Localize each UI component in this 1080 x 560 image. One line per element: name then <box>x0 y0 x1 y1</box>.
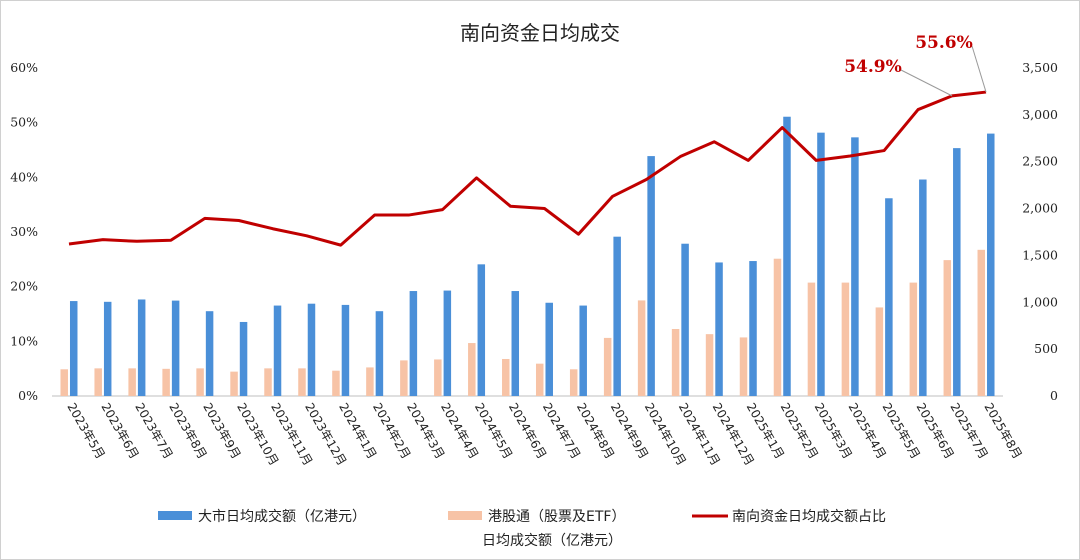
bar-market <box>817 132 825 397</box>
bar-southbound <box>977 249 986 396</box>
bar-southbound <box>875 307 884 396</box>
bar-market <box>137 299 146 396</box>
bar-southbound <box>332 370 340 396</box>
right-tick-label: 1,500 <box>1022 247 1058 262</box>
bar-southbound <box>637 300 646 396</box>
bar-market <box>647 156 655 396</box>
bar-market <box>341 304 350 396</box>
annotation-label: 54.9% <box>844 57 902 77</box>
bar-southbound <box>400 360 408 396</box>
bar-southbound <box>434 359 442 396</box>
legend-label: 港股通（股票及ETF） <box>488 509 625 525</box>
left-tick-label: 40% <box>10 169 38 184</box>
bar-market <box>953 148 961 396</box>
bar-southbound <box>128 368 136 396</box>
bar-market <box>511 291 520 396</box>
bar-southbound <box>298 368 306 396</box>
bar-southbound <box>943 260 952 396</box>
bar-market <box>307 303 316 396</box>
bar-southbound <box>264 368 272 396</box>
bar-market <box>103 301 112 396</box>
annotation-leader <box>900 69 953 97</box>
left-axis: 0% 10% 20% 30% 40% 50% 60% <box>10 60 38 403</box>
bar-market <box>681 243 689 396</box>
annotation-leader <box>971 45 987 93</box>
annotation-label: 55.6% <box>915 33 973 53</box>
bar-southbound <box>94 368 102 396</box>
series-share-line-group <box>68 90 987 247</box>
left-tick-label: 0% <box>18 388 38 403</box>
bar-market <box>205 311 214 396</box>
bar-market <box>171 300 180 396</box>
bar-market <box>987 133 995 396</box>
bar-southbound <box>196 368 204 396</box>
bar-southbound <box>502 358 510 396</box>
bar-southbound <box>162 368 170 396</box>
bar-southbound <box>569 369 578 396</box>
series-southbound-bars <box>60 249 986 396</box>
bar-southbound <box>841 282 850 396</box>
bar-market <box>375 311 384 396</box>
right-tick-label: 500 <box>1034 341 1058 356</box>
left-tick-label: 20% <box>10 279 38 294</box>
bar-market <box>69 301 78 396</box>
bar-southbound <box>60 369 68 396</box>
bar-market <box>715 262 723 396</box>
bar-market <box>579 305 587 396</box>
bar-market <box>919 179 927 396</box>
bar-market <box>409 291 418 396</box>
legend-swatch <box>448 511 482 520</box>
bar-southbound <box>773 258 782 396</box>
bar-southbound <box>671 328 680 396</box>
bar-market <box>783 116 791 396</box>
bar-southbound <box>705 334 714 396</box>
series-share-line <box>68 90 987 247</box>
right-tick-label: 2,000 <box>1022 201 1058 216</box>
bar-southbound <box>807 282 816 396</box>
legend-label: 南向资金日均成交额占比 <box>732 508 886 525</box>
annotations: 54.9% 55.6% <box>844 33 987 97</box>
bar-market <box>851 137 859 396</box>
chart-title: 南向资金日均成交 <box>460 21 620 45</box>
left-tick-label: 30% <box>10 224 38 239</box>
bar-southbound <box>909 282 918 396</box>
right-tick-label: 3,000 <box>1022 107 1058 122</box>
bar-market <box>613 236 621 396</box>
bar-southbound <box>366 367 374 396</box>
bar-southbound <box>603 337 612 396</box>
series-market-bars <box>69 116 995 397</box>
legend-swatch <box>158 511 192 520</box>
left-tick-label: 60% <box>10 60 38 75</box>
right-tick-label: 3,500 <box>1022 60 1058 75</box>
bar-southbound <box>230 371 238 396</box>
bar-market <box>477 264 486 396</box>
bar-market <box>443 290 452 396</box>
right-tick-label: 2,500 <box>1022 154 1058 169</box>
bar-market <box>545 302 553 396</box>
bar-market <box>239 321 248 396</box>
bar-southbound <box>468 343 476 396</box>
right-tick-label: 1,000 <box>1022 294 1058 309</box>
left-tick-label: 50% <box>10 115 38 130</box>
bar-southbound <box>535 363 544 396</box>
bar-market <box>885 198 893 396</box>
right-axis: 0 500 1,000 1,500 2,000 2,500 3,000 3,500 <box>1022 60 1058 403</box>
bar-market <box>749 261 757 396</box>
bar-market <box>273 305 282 396</box>
bar-southbound <box>739 337 748 396</box>
legend-label: 大市日均成交额（亿港元） <box>198 508 366 525</box>
legend-label-line2: 日均成交额（亿港元） <box>482 532 622 549</box>
legend: 大市日均成交额（亿港元） 港股通（股票及ETF） 日均成交额（亿港元） 南向资金日均成… <box>158 508 886 549</box>
right-tick-label: 0 <box>1050 388 1058 403</box>
left-tick-label: 10% <box>10 333 38 348</box>
